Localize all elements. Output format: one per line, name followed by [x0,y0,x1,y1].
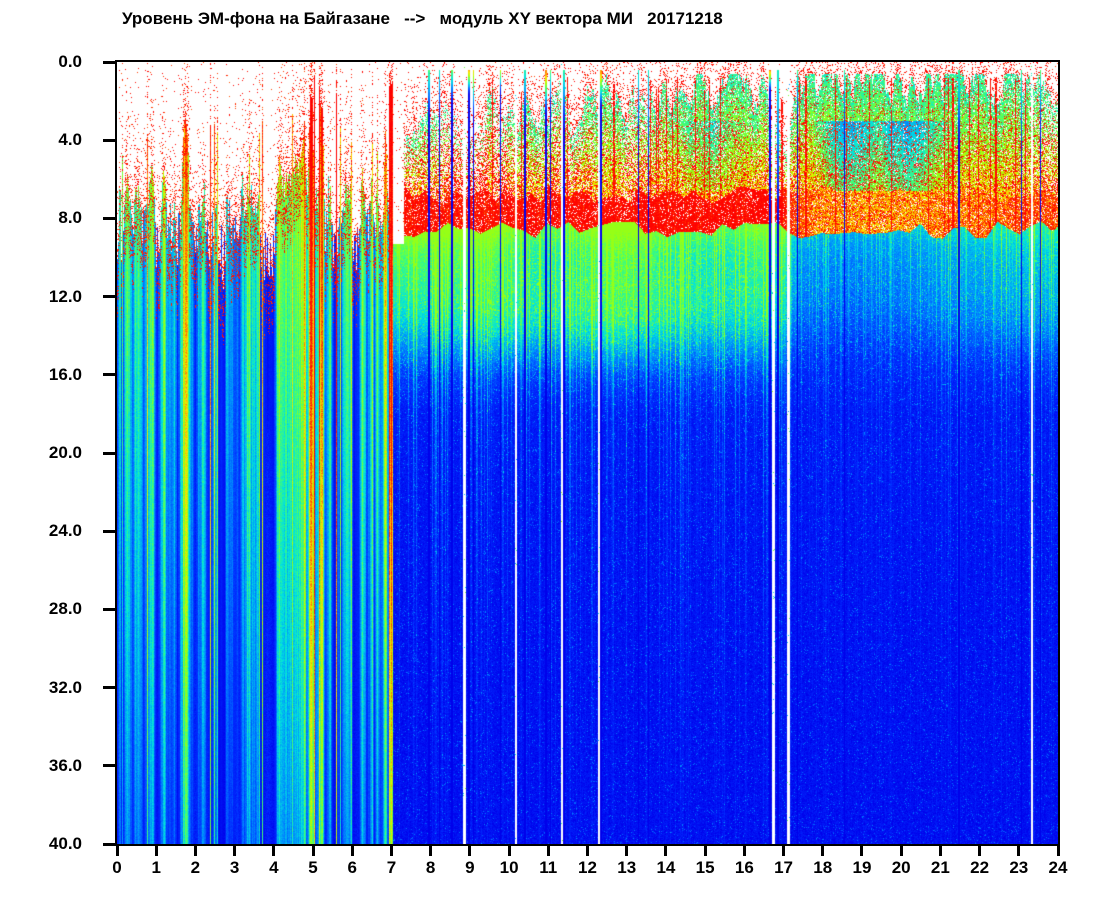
y-axis-tick [103,60,117,64]
x-axis-tick [664,844,668,856]
x-axis-label: 16 [734,858,754,877]
y-axis-tick [103,138,117,142]
x-axis-label: 3 [229,858,240,877]
y-axis-label: 32.0 [48,677,82,697]
x-axis-label: 10 [499,858,519,877]
x-axis-label: 0 [112,858,122,877]
y-axis-label: 24.0 [48,521,82,541]
x-axis-label: 8 [425,858,436,877]
x-axis-label: 18 [813,858,833,877]
y-axis-label: 4.0 [58,130,82,150]
y-axis-tick [103,529,117,533]
x-axis-tick [938,844,942,856]
y-axis-label: 36.0 [48,755,82,775]
x-axis-label: 19 [852,858,872,877]
x-axis-tick [1017,844,1021,856]
x-axis-tick [350,844,354,856]
x-axis-label: 6 [347,858,357,877]
x-axis-tick [742,844,746,856]
y-axis-label: 20.0 [48,443,82,462]
y-axis-label: 8.0 [58,208,82,228]
x-axis-label: 14 [656,858,676,877]
x-axis-label: 4 [269,858,279,877]
x-axis-label: 22 [970,858,990,877]
x-axis-label: 15 [695,858,715,877]
y-axis-tick [103,764,117,768]
x-axis-tick [272,844,276,856]
x-axis-label: 13 [617,858,637,877]
chart-title: Уровень ЭМ-фона на Байгазане --> модуль … [122,9,723,28]
x-axis-tick [233,844,237,856]
y-axis-tick [103,373,117,377]
x-axis-tick [821,844,825,856]
y-axis-tick [103,842,117,846]
y-axis-tick [103,607,117,611]
x-axis-tick [546,844,550,856]
x-axis-tick [115,844,119,856]
y-axis-label: 0.0 [58,52,82,71]
y-axis-tick [103,216,117,220]
x-axis-tick [468,844,472,856]
y-axis-label: 40.0 [48,834,82,853]
y-axis-tick [103,451,117,455]
x-axis-tick [389,844,393,856]
x-axis-label: 11 [539,858,558,877]
x-axis-label: 23 [1009,858,1029,877]
y-axis-tick [103,686,117,690]
x-axis-label: 21 [930,858,950,877]
x-axis-label: 7 [386,858,397,877]
x-axis-tick [429,844,433,856]
spectrogram-canvas [117,62,1058,844]
x-axis-tick [978,844,982,856]
x-axis-label: 24 [1048,858,1068,877]
y-axis-tick [103,295,117,299]
x-axis-label: 1 [151,858,161,877]
y-axis-label: 16.0 [48,364,82,384]
x-axis-label: 17 [774,858,793,877]
x-axis-tick [154,844,158,856]
x-axis-label: 12 [578,858,597,877]
x-axis-tick [193,844,197,856]
y-axis-label: 28.0 [48,599,82,619]
plot-frame [115,60,1060,846]
x-axis-label: 5 [308,858,318,877]
x-axis-label: 9 [465,858,475,877]
x-axis-label: 2 [190,858,201,877]
x-axis-tick [1056,844,1060,856]
x-axis-tick [311,844,315,856]
x-axis-tick [586,844,589,856]
x-axis-tick [507,844,511,856]
x-axis-tick [625,844,629,856]
x-axis-tick [782,844,786,856]
x-axis-tick [899,844,903,856]
x-axis-tick [703,844,707,856]
y-axis-label: 12.0 [48,286,82,306]
x-axis-tick [860,844,864,856]
x-axis-label: 20 [891,858,911,877]
